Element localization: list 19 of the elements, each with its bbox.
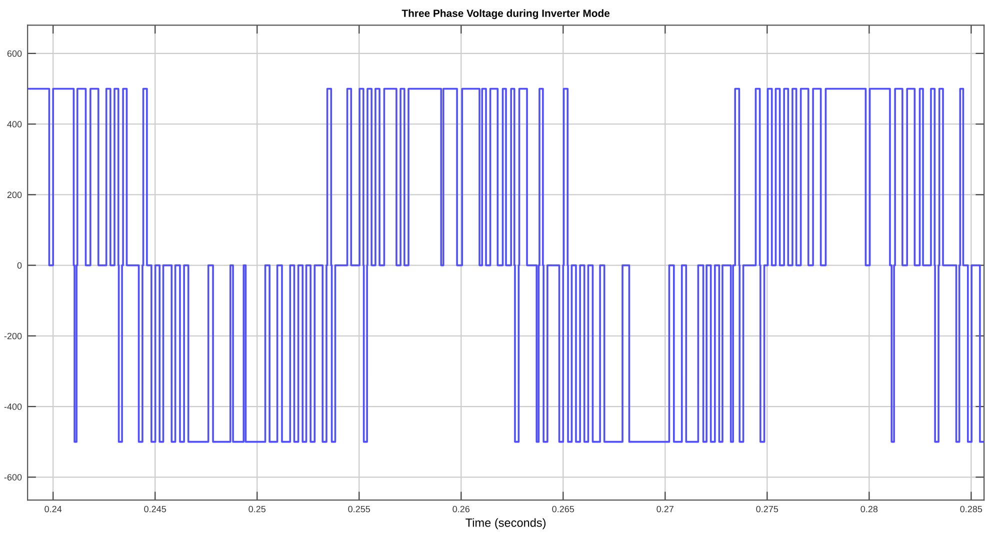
chart-title: Three Phase Voltage during Inverter Mode (402, 9, 610, 20)
x-axis-title: Time (seconds) (466, 518, 546, 530)
y-tick-label: 0 (17, 262, 22, 269)
x-tick-label: 0.265 (552, 506, 574, 512)
y-tick-label: -600 (4, 474, 22, 480)
x-tick-label: 0.275 (756, 506, 778, 512)
y-tick-label: 200 (7, 192, 22, 198)
x-tick-label: 0.285 (960, 506, 982, 512)
y-tick-label: 400 (7, 121, 22, 128)
x-tick-label: 0.24 (44, 506, 62, 512)
y-tick-label: -200 (4, 332, 22, 340)
y-tick-label: -400 (4, 403, 22, 410)
x-tick-label: 0.27 (656, 506, 674, 512)
x-tick-label: 0.25 (248, 506, 266, 512)
x-tick-label: 0.26 (452, 506, 470, 512)
x-tick-label: 0.28 (860, 506, 878, 512)
x-tick-label: 0.255 (348, 506, 370, 512)
y-tick-label: 600 (7, 50, 22, 57)
x-tick-label: 0.245 (144, 506, 166, 512)
